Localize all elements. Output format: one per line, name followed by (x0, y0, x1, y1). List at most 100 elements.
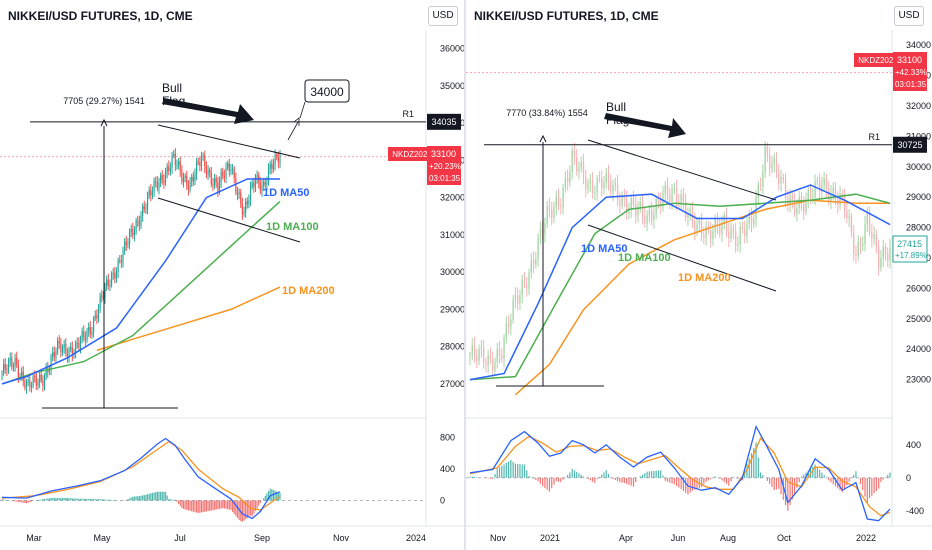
left-chart-panel[interactable]: NIKKEI/USD FUTURES, 1D, CME USD 27000 280… (0, 0, 464, 550)
y-tick-label: 32000 (906, 101, 931, 111)
candle-body (50, 356, 52, 370)
histogram-bar (156, 491, 158, 501)
candle-body (569, 171, 571, 183)
candle-body (884, 246, 887, 255)
candle-body (514, 295, 517, 300)
candle-body (42, 380, 44, 386)
histogram-bar (173, 499, 175, 501)
histogram-bar (202, 500, 204, 513)
candle-body (696, 223, 698, 233)
histogram-bar (30, 500, 33, 502)
candle-body (27, 380, 29, 382)
histogram-bar (744, 472, 746, 478)
panel-divider[interactable] (464, 0, 466, 550)
symbol-tag (388, 147, 436, 161)
histogram-bar (814, 464, 816, 478)
candle-body (675, 187, 678, 202)
histogram-bar (24, 500, 26, 504)
candle-body (596, 178, 598, 193)
candle-body (1, 372, 3, 375)
x-tick-label: Nov (333, 533, 350, 543)
candle-body (235, 177, 237, 193)
candle-body (507, 323, 510, 328)
histogram-bar (74, 498, 77, 501)
histogram-bar (169, 499, 172, 501)
candle-body (106, 279, 108, 287)
histogram-bar (160, 491, 162, 501)
histogram-bar (21, 500, 23, 503)
target-arrow-line (287, 121, 299, 141)
candle-body (45, 367, 47, 376)
histogram-bar (60, 497, 62, 501)
candle-body (664, 185, 666, 193)
histogram-bar (148, 493, 150, 501)
histogram-bar (707, 477, 709, 481)
candle-body (580, 162, 582, 167)
candle-body (160, 175, 162, 183)
histogram-bar (94, 499, 96, 501)
candle-body (48, 369, 51, 373)
candle-body (673, 187, 676, 190)
histogram-bar (766, 477, 769, 481)
candle-body (29, 380, 31, 387)
candle-body (828, 188, 830, 202)
candle-body (852, 232, 855, 254)
candle-body (532, 259, 535, 265)
histogram-bar (235, 500, 237, 516)
histogram-bar (102, 499, 104, 501)
candle-body (171, 155, 173, 169)
histogram-bar (272, 490, 275, 501)
chart-canvas[interactable]: 2700028000290003000031000320003300034000… (0, 0, 464, 550)
candle-body (780, 177, 782, 184)
candle-body (476, 355, 478, 361)
candle-body (814, 181, 816, 197)
histogram-bar (548, 477, 551, 492)
currency-button[interactable]: USD (428, 6, 458, 26)
candle-body (271, 163, 273, 170)
candle-body (78, 342, 80, 348)
histogram-bar (277, 492, 279, 501)
right-chart-panel[interactable]: NIKKEI/USD FUTURES, 1D, CME USD 23000 240… (466, 0, 932, 550)
y-tick-label: 31000 (440, 230, 464, 240)
candle-body (650, 210, 653, 221)
histogram-bar (578, 473, 580, 478)
candle-body (648, 210, 651, 216)
histogram-bar (694, 477, 696, 490)
currency-button[interactable]: USD (894, 6, 924, 26)
candle-body (155, 180, 157, 182)
candle-body (97, 308, 100, 319)
histogram-bar (557, 477, 560, 482)
candle-body (773, 158, 775, 164)
histogram-bar (58, 497, 60, 501)
candle-body (741, 227, 744, 230)
candle-body (9, 358, 11, 361)
candle-body (181, 171, 183, 182)
candle-body (251, 182, 253, 187)
candle-body (657, 199, 660, 201)
histogram-bar (128, 498, 131, 501)
histogram-bar (532, 477, 535, 479)
candle-body (269, 163, 271, 169)
candle-body (805, 200, 807, 212)
histogram-bar (151, 492, 154, 501)
histogram-bar (868, 477, 871, 499)
candle-body (21, 371, 23, 376)
ma200-line (514, 199, 890, 396)
x-tick-label: May (93, 533, 111, 543)
candle-body (566, 177, 569, 183)
candle-body (839, 193, 841, 206)
candle-body (803, 204, 805, 212)
candle-body (526, 284, 528, 289)
histogram-bar (199, 500, 201, 513)
histogram-bar (655, 470, 657, 478)
candle-body (505, 323, 508, 338)
histogram-bar (50, 497, 52, 501)
candle-body (236, 192, 239, 195)
r1-price-label: 30725 (897, 140, 922, 150)
candle-body (119, 260, 121, 262)
osc-tick-label: -400 (906, 506, 924, 516)
r1-price-label: 34035 (431, 117, 456, 127)
candle-body (182, 177, 185, 182)
chart-canvas[interactable]: 2300024000250002600027000280002900030000… (466, 0, 932, 550)
histogram-bar (55, 497, 57, 501)
